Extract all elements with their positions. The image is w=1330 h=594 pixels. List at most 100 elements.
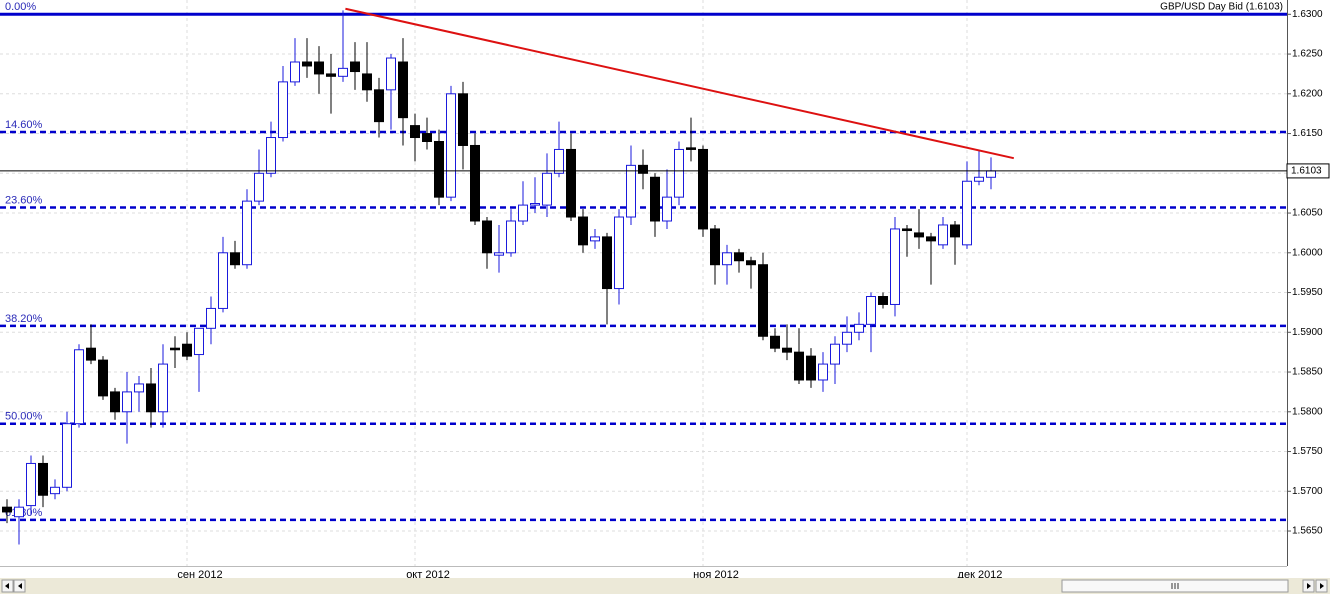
candle-body (446, 93, 456, 198)
trend-line (345, 7, 1015, 160)
candle-body (650, 176, 660, 222)
candle-body (578, 216, 588, 246)
candle-body (50, 486, 60, 495)
x-tick-label: окт 2012 (406, 569, 450, 581)
candle-body (938, 224, 948, 246)
candle-body (374, 89, 384, 123)
candle-body (566, 148, 576, 218)
candle-body (962, 180, 972, 246)
candle-body (530, 203, 540, 206)
candle-body (890, 228, 900, 305)
candle-body (722, 252, 732, 266)
candle-body (902, 228, 912, 232)
fib-label: 50.00% (5, 411, 43, 423)
candle-body (806, 355, 816, 381)
icon (5, 583, 9, 589)
x-tick-label: ноя 2012 (693, 569, 739, 581)
last-price-box (1286, 163, 1330, 179)
candle-body (182, 343, 192, 357)
candle-body (914, 232, 924, 238)
candle-body (350, 61, 360, 73)
candle-body (86, 347, 96, 361)
candle-body (146, 383, 156, 413)
icon (18, 583, 22, 589)
y-tick-label: 1.5850 (1292, 367, 1323, 378)
fib-label: 23.60% (5, 194, 43, 206)
candle-body (590, 236, 600, 242)
candle-body (638, 164, 648, 174)
candle-body (134, 383, 144, 393)
candle-body (278, 81, 288, 139)
y-tick-label: 1.5750 (1292, 446, 1323, 457)
candle-body (734, 252, 744, 262)
candle-body (26, 462, 36, 507)
candle-body (626, 164, 636, 218)
plot: 1.5650 1.5700 1.5750 1.5800 1.5850 1.5900 1.59… (0, 0, 1330, 581)
candle-body (698, 148, 708, 230)
candle-body (674, 148, 684, 198)
candle-body (110, 391, 120, 413)
candle-body (242, 200, 252, 266)
candle-body (554, 148, 564, 174)
candle-body (470, 144, 480, 222)
candle-body (878, 296, 888, 305)
candle-body (842, 331, 852, 345)
candle-body (170, 347, 180, 351)
candle-body (122, 391, 132, 413)
candle-body (794, 351, 804, 381)
candle-body (866, 296, 876, 325)
candle-body (710, 228, 720, 266)
candle-body (62, 423, 72, 488)
candle-body (602, 236, 612, 290)
candle-body (614, 216, 624, 290)
candle-body (854, 323, 864, 333)
candle-body (206, 307, 216, 329)
candle-body (74, 349, 84, 425)
y-tick-label: 1.6200 (1292, 88, 1323, 99)
y-tick-label: 1.5900 (1292, 327, 1323, 338)
y-tick-label: 1.5800 (1292, 406, 1323, 417)
candle-body (542, 172, 552, 206)
fib-label: 0.00% (5, 1, 36, 13)
y-tick-label: 1.6000 (1292, 247, 1323, 258)
candle-body (686, 147, 696, 150)
candle-body (98, 359, 108, 397)
candle-body (662, 196, 672, 222)
candle-body (482, 220, 492, 254)
y-tick-label: 1.5700 (1292, 486, 1323, 497)
y-tick-label: 1.6050 (1292, 208, 1323, 219)
candle-body (326, 73, 336, 77)
candle-body (386, 57, 396, 91)
candle-body (218, 252, 228, 309)
candle-body (458, 93, 468, 146)
candle-body (770, 335, 780, 349)
fib-label: 14.60% (5, 119, 43, 131)
candle-body (830, 343, 840, 365)
candle-body (758, 264, 768, 337)
candle-body (398, 61, 408, 119)
candle-body (494, 252, 504, 256)
x-tick-label: сен 2012 (177, 569, 222, 581)
scrollbar[interactable] (0, 578, 1330, 594)
candle-body (362, 73, 372, 91)
candle-body (266, 137, 276, 174)
candle-body (290, 61, 300, 83)
candle-body (986, 170, 996, 178)
candle-body (230, 252, 240, 266)
candle-body (314, 61, 324, 75)
candle-body (158, 363, 168, 413)
candle-body (302, 61, 312, 67)
y-tick-label: 1.5650 (1292, 526, 1323, 537)
candle-body (254, 172, 264, 202)
candle-body (974, 176, 984, 182)
candle-body (506, 220, 516, 254)
candle-body (818, 363, 828, 381)
candle-body (422, 133, 432, 143)
y-tick-label: 1.6250 (1292, 49, 1323, 60)
candle-body (518, 204, 528, 222)
candle-body (2, 506, 12, 513)
y-tick-label: 1.6300 (1292, 9, 1323, 20)
icon (1171, 583, 1179, 589)
